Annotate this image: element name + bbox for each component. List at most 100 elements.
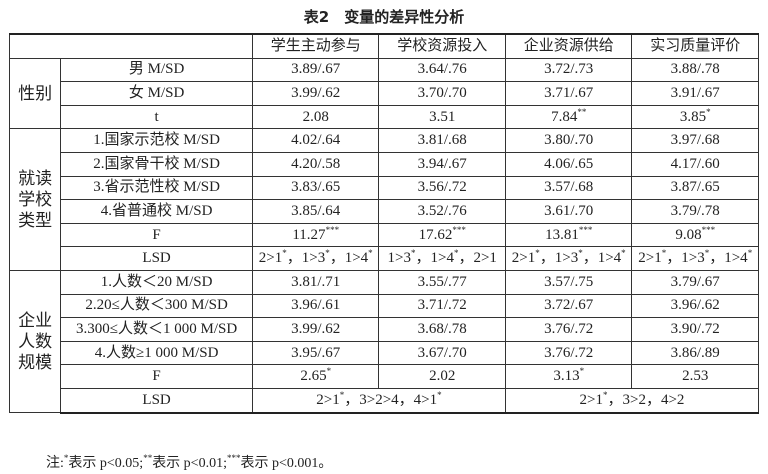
data-cell: 3.57/.75 bbox=[504, 269, 633, 295]
data-cell: 3.52/.76 bbox=[378, 199, 506, 224]
table-row: t 2.08 3.51 7.84** 3.85* bbox=[10, 104, 759, 130]
data-cell: 3.68/.78 bbox=[378, 317, 506, 342]
column-header: 实习质量评价 bbox=[631, 32, 759, 59]
data-cell: 3.89/.67 bbox=[251, 57, 380, 83]
data-cell: 3.90/.72 bbox=[631, 317, 759, 342]
data-cell: 3.55/.77 bbox=[378, 269, 506, 295]
table-title: 表2 变量的差异性分析 bbox=[303, 8, 465, 26]
table-row: F 2.65* 2.02 3.13* 2.53 bbox=[10, 364, 759, 389]
row-label: 2.国家骨干校 M/SD bbox=[60, 151, 253, 177]
data-cell: 3.79/.67 bbox=[631, 269, 759, 295]
data-cell: 3.71/.72 bbox=[378, 293, 506, 319]
corner-cell bbox=[9, 32, 253, 59]
row-label: 4.人数≥1 000 M/SD bbox=[60, 340, 253, 366]
row-label: 3.300≤人数＜1 000 M/SD bbox=[60, 317, 253, 342]
data-cell: 3.61/.70 bbox=[504, 199, 633, 224]
data-cell: 3.13* bbox=[504, 364, 633, 389]
table-row: 性别男 M/SD 3.89/.67 3.64/.76 3.72/.73 3.88/.78 bbox=[8, 57, 759, 130]
table-row: 4.人数≥1 000 M/SD 3.95/.67 3.67/.70 3.76/.72 3… bbox=[10, 340, 759, 366]
data-cell: 2>1*，1>3*，1>4* bbox=[251, 246, 380, 271]
data-cell: 3.72/.73 bbox=[504, 57, 633, 83]
table-row: 4.省普通校 M/SD 3.85/.64 3.52/.76 3.61/.70 3.79/… bbox=[10, 199, 759, 224]
row-label: 男 M/SD bbox=[60, 57, 253, 83]
data-cell: 13.81*** bbox=[504, 222, 633, 248]
data-cell: 3.70/.70 bbox=[378, 81, 506, 106]
data-cell: 9.08*** bbox=[631, 222, 759, 248]
data-cell: 3.80/.70 bbox=[504, 128, 633, 153]
data-cell: 3.94/.67 bbox=[378, 151, 506, 177]
data-cell: 3.95/.67 bbox=[251, 340, 380, 366]
data-cell: 3.81/.71 bbox=[251, 269, 380, 295]
data-cell: 3.85/.64 bbox=[251, 199, 380, 224]
data-cell: 4.02/.64 bbox=[251, 128, 380, 153]
data-cell: 3.81/.68 bbox=[378, 128, 506, 153]
row-label: F bbox=[60, 364, 253, 389]
data-cell: 3.67/.70 bbox=[378, 340, 506, 366]
data-cell: 2>1*，3>2，4>2 bbox=[504, 387, 760, 414]
table-row: LSD 2>1*，3>2>4，4>1* 2>1*，3>2，4>2 bbox=[10, 387, 760, 414]
data-cell: 3.97/.68 bbox=[631, 128, 759, 153]
row-label: 1.人数＜20 M/SD bbox=[60, 269, 253, 295]
row-label: 2.20≤人数＜300 M/SD bbox=[60, 293, 253, 319]
data-cell: 2.53 bbox=[631, 364, 759, 389]
row-label: LSD bbox=[60, 387, 253, 414]
row-label: 4.省普通校 M/SD bbox=[60, 199, 253, 224]
data-cell: 3.96/.62 bbox=[631, 293, 759, 319]
row-label: 1.国家示范校 M/SD bbox=[60, 128, 253, 153]
table-row: F 11.27*** 17.62*** 13.81*** 9.08*** bbox=[10, 222, 759, 248]
row-label: 3.省示范性校 M/SD bbox=[60, 175, 253, 201]
data-cell: 2.02 bbox=[378, 364, 506, 389]
data-cell: 3.83/.65 bbox=[251, 175, 380, 201]
data-cell: 4.20/.58 bbox=[251, 151, 380, 177]
data-cell: 3.85* bbox=[631, 104, 759, 130]
data-cell: 2.65* bbox=[251, 364, 380, 389]
data-cell: 2>1*，1>3*，1>4* bbox=[631, 246, 759, 271]
data-cell: 11.27*** bbox=[251, 222, 380, 248]
table-row: 3.省示范性校 M/SD 3.83/.65 3.56/.72 3.57/.68 3.87… bbox=[10, 175, 759, 201]
data-cell: 2.08 bbox=[251, 104, 380, 130]
table-row: 2.20≤人数＜300 M/SD 3.96/.61 3.71/.72 3.72/.67… bbox=[10, 293, 759, 319]
table-row: 女 M/SD 3.99/.62 3.70/.70 3.71/.67 3.91/.67 bbox=[10, 81, 759, 106]
table-row: 企业人数规模 1.人数＜20 M/SD 3.81/.71 3.55/.77 3.57/.… bbox=[8, 269, 759, 414]
data-cell: 3.96/.61 bbox=[251, 293, 380, 319]
column-header: 学校资源投入 bbox=[378, 32, 506, 59]
table-row: 学生主动参与 学校资源投入 企业资源供给 实习质量评价 bbox=[9, 32, 759, 59]
data-cell: 3.56/.72 bbox=[378, 175, 506, 201]
row-label: 女 M/SD bbox=[60, 81, 253, 106]
data-cell: 1>3*，1>4*，2>1 bbox=[378, 246, 506, 271]
data-cell: 3.99/.62 bbox=[251, 317, 380, 342]
group-label: 就读学校类型 bbox=[8, 128, 62, 271]
column-header: 学生主动参与 bbox=[251, 32, 380, 59]
table-row: 3.300≤人数＜1 000 M/SD 3.99/.62 3.68/.78 3.76/… bbox=[10, 317, 759, 342]
data-cell: 3.86/.89 bbox=[631, 340, 759, 366]
data-cell: 3.79/.78 bbox=[631, 199, 759, 224]
table-row: LSD 2>1*，1>3*，1>4* 1>3*，1>4*，2>1 2>1*，1>3*，… bbox=[10, 246, 759, 271]
data-cell: 3.87/.65 bbox=[631, 175, 759, 201]
data-cell: 2>1*，1>3*，1>4* bbox=[504, 246, 633, 271]
table: 学生主动参与 学校资源投入 企业资源供给 实习质量评价 性别男 M/SD 3.89/.67… bbox=[8, 32, 760, 414]
data-cell: 3.57/.68 bbox=[504, 175, 633, 201]
data-cell: 3.51 bbox=[378, 104, 506, 130]
table-row: 2.国家骨干校 M/SD 4.20/.58 3.94/.67 4.06/.65 4.17… bbox=[10, 151, 759, 177]
data-cell: 3.71/.67 bbox=[504, 81, 633, 106]
group-label: 性别 bbox=[8, 57, 62, 130]
data-cell: 3.76/.72 bbox=[504, 340, 633, 366]
column-header: 企业资源供给 bbox=[504, 32, 633, 59]
row-label: F bbox=[60, 222, 253, 248]
data-cell: 3.88/.78 bbox=[631, 57, 759, 83]
table-note: 注:*表示 p<0.05;**表示 p<0.01;***表示 p<0.001。 bbox=[46, 453, 333, 472]
row-label: LSD bbox=[60, 246, 253, 271]
table-row: 就读学校类型 1.国家示范校 M/SD 4.02/.64 3.81/.68 3.80/.… bbox=[8, 128, 759, 271]
data-cell: 3.91/.67 bbox=[631, 81, 759, 106]
data-cell: 4.06/.65 bbox=[504, 151, 633, 177]
data-cell: 7.84** bbox=[504, 104, 633, 130]
data-cell: 3.64/.76 bbox=[378, 57, 506, 83]
data-cell: 3.76/.72 bbox=[504, 317, 633, 342]
data-cell: 3.72/.67 bbox=[504, 293, 633, 319]
data-cell: 4.17/.60 bbox=[631, 151, 759, 177]
group-label: 企业人数规模 bbox=[8, 269, 62, 414]
data-cell: 17.62*** bbox=[378, 222, 506, 248]
row-label: t bbox=[60, 104, 253, 130]
data-cell: 3.99/.62 bbox=[251, 81, 380, 106]
